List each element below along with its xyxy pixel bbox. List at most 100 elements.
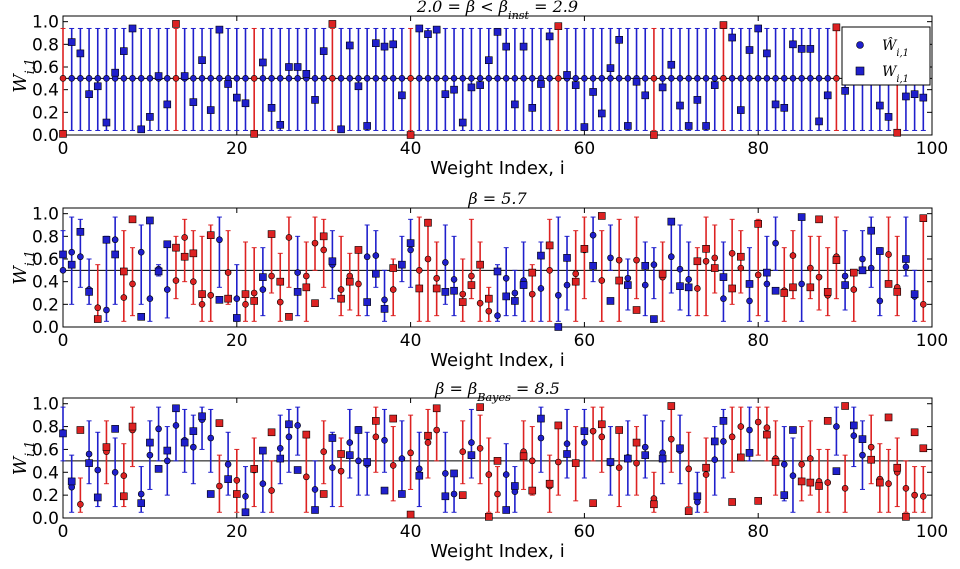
true-value-marker (919, 444, 928, 453)
true-value-marker (154, 72, 163, 80)
true-value-marker (198, 412, 206, 421)
true-value-marker (624, 281, 632, 289)
true-value-marker (241, 99, 250, 108)
true-value-marker (415, 471, 424, 480)
true-value-marker (345, 41, 354, 50)
true-value-marker (337, 294, 345, 303)
true-value-marker (719, 21, 728, 29)
true-value-marker (876, 478, 884, 487)
legend-estimate-label: Ŵi,1 (882, 36, 909, 59)
y-tick-label: 0.0 (32, 509, 59, 529)
x-tick-label: 60 (574, 331, 596, 351)
true-value-marker (450, 469, 458, 478)
true-value-marker (285, 63, 293, 71)
estimate-point (728, 250, 736, 257)
estimate-point (555, 291, 562, 299)
estimate-point (207, 291, 215, 299)
true-value-marker (693, 96, 702, 104)
true-value-marker (345, 277, 354, 286)
true-value-marker (493, 267, 502, 276)
estimate-point (415, 267, 423, 274)
y-tick-label: 1.0 (32, 13, 59, 33)
estimate-point (294, 269, 301, 276)
true-value-marker (259, 58, 267, 67)
true-value-marker (111, 425, 119, 433)
true-value-marker (493, 457, 502, 465)
estimate-point (276, 444, 284, 452)
estimate-point (433, 75, 440, 82)
true-value-marker (424, 218, 432, 227)
x-axis-label: Weight Index, i (430, 541, 564, 562)
estimate-point (224, 269, 232, 276)
true-value-marker (815, 482, 823, 490)
true-value-marker (502, 292, 510, 301)
true-value-marker (424, 30, 432, 38)
y-tick-label: 0.2 (32, 103, 59, 123)
estimate-point (329, 464, 336, 472)
true-value-marker (93, 493, 102, 502)
true-value-marker (233, 314, 241, 322)
true-value-marker (189, 98, 198, 106)
estimate-point (641, 443, 649, 451)
true-value-marker (632, 306, 641, 314)
true-value-marker (441, 90, 450, 98)
true-value-marker (632, 438, 641, 447)
true-value-marker (363, 122, 371, 130)
estimate-point (442, 470, 449, 477)
true-value-marker (224, 475, 232, 483)
estimate-point (468, 439, 475, 446)
true-value-marker (919, 214, 928, 222)
true-value-marker (624, 454, 632, 463)
true-value-marker (137, 312, 146, 321)
true-value-marker (606, 297, 615, 305)
true-value-marker (424, 431, 432, 440)
true-value-marker (276, 277, 285, 286)
estimate-point (746, 75, 753, 82)
estimate-point (633, 256, 640, 264)
true-value-marker (710, 437, 719, 446)
true-value-marker (76, 426, 85, 434)
true-value-marker (849, 268, 858, 277)
estimate-point (407, 449, 414, 457)
true-value-marker (571, 459, 580, 467)
true-value-marker (285, 420, 293, 429)
true-value-marker (519, 281, 528, 289)
estimate-point (711, 75, 719, 82)
estimate-point (268, 75, 275, 82)
true-value-marker (745, 280, 754, 288)
estimate-point (424, 75, 432, 82)
estimate-point (268, 272, 275, 280)
estimate-point (198, 301, 206, 308)
true-value-marker (319, 232, 328, 241)
estimate-point (546, 75, 553, 82)
chart-title: β = 5.7 (467, 189, 527, 208)
true-value-marker (823, 91, 832, 100)
estimate-point (442, 259, 449, 266)
estimate-point (111, 468, 119, 476)
estimate-point (259, 286, 267, 293)
estimate-point (581, 75, 588, 82)
estimate-point (259, 75, 267, 82)
true-value-marker (485, 513, 493, 521)
estimate-point (798, 280, 805, 288)
true-value-marker (580, 427, 589, 435)
estimate-point (433, 426, 440, 434)
estimate-point (850, 286, 858, 293)
estimate-point (502, 75, 510, 82)
y-tick-label: 0.4 (32, 81, 59, 101)
true-value-marker (102, 118, 111, 127)
true-value-marker (815, 215, 823, 224)
estimate-point (572, 270, 580, 278)
true-value-marker (328, 20, 337, 28)
chart-panel-2: β = 5.7 0.0 0.20.4 0.6 0.81.0 0 20 40 60 80 100 Wei… (10, 189, 948, 371)
true-value-marker (719, 417, 728, 425)
estimate-point (833, 75, 840, 82)
estimate-point (537, 285, 545, 292)
true-value-marker (650, 315, 658, 323)
estimate-point (876, 297, 884, 305)
true-value-marker (406, 510, 415, 519)
estimate-point (494, 312, 501, 319)
true-value-marker (563, 71, 571, 79)
true-value-marker (224, 294, 232, 303)
true-value-marker (372, 417, 380, 425)
